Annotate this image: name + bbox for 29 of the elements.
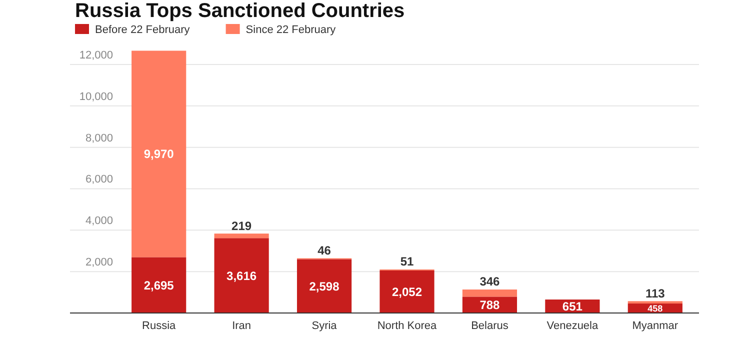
data-label: 219 [232,218,252,233]
legend-label: Before 22 February [95,24,190,36]
x-tick-label: Myanmar [632,320,678,332]
chart-title: Russia Tops Sanctioned Countries [75,0,405,22]
data-label: 458 [648,303,663,314]
x-tick-label: Venezuela [546,320,600,332]
x-tick-label: Russia [142,320,177,332]
y-tick-label: 6,000 [85,174,113,186]
x-tick-label: Iran [232,320,252,332]
data-label: 46 [318,243,332,258]
y-tick-label: 2,000 [85,256,113,269]
y-tick-label: 12,000 [79,49,113,62]
x-tick-label: Syria [312,320,338,332]
y-tick-label: 8,000 [85,132,113,144]
y-tick-label: 4,000 [85,215,113,228]
data-label: 2,695 [144,278,174,292]
data-label: 2,598 [309,279,340,294]
data-label: 9,970 [144,147,174,162]
data-label: 3,616 [226,268,257,283]
legend-label: Since 22 February [246,24,336,36]
data-label: 346 [480,274,500,289]
data-label: 51 [400,254,414,269]
data-label: 113 [645,286,666,300]
x-tick-label: North Korea [377,320,438,332]
y-tick-label: 10,000 [79,90,113,103]
data-label: 2,052 [392,284,422,299]
data-label: 651 [562,299,583,314]
data-label: 788 [480,298,500,312]
x-tick-label: Belarus [471,320,509,332]
